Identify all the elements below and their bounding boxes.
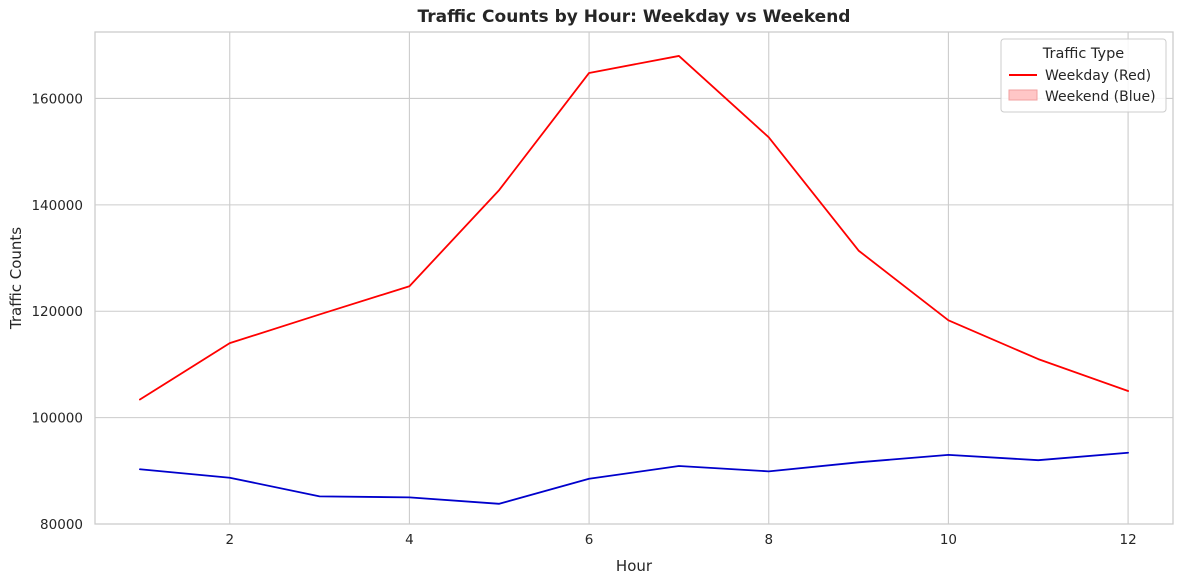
series-layer — [139, 55, 1129, 505]
x-tick-label: 12 — [1119, 532, 1136, 548]
plot-frame — [94, 31, 1174, 525]
legend-box — [1000, 38, 1167, 113]
x-tick-label: 2 — [225, 532, 234, 548]
legend-label-weekday: Weekday (Red) — [1045, 68, 1151, 84]
tick-labels: 2 4 6 8 10 12 80000 100000 120000 140000 160000 — [31, 91, 1136, 548]
x-tick-label: 6 — [585, 532, 594, 548]
y-tick-label: 100000 — [31, 411, 83, 427]
chart-title: Traffic Counts by Hour: Weekday vs Weeke… — [418, 7, 851, 27]
y-tick-label: 120000 — [31, 304, 83, 320]
y-tick-label: 140000 — [31, 198, 83, 214]
series-line-weekday — [139, 55, 1129, 401]
y-tick-label: 160000 — [31, 91, 83, 107]
legend-swatch-weekend — [1008, 89, 1038, 101]
x-axis-label: Hour — [616, 557, 653, 575]
legend-label-weekend: Weekend (Blue) — [1045, 89, 1156, 105]
y-tick-label: 80000 — [40, 517, 83, 533]
legend: Traffic Type Weekday (Red) Weekend (Blue… — [1000, 38, 1167, 113]
legend-title: Traffic Type — [1042, 46, 1125, 62]
y-axis-label: Traffic Counts — [7, 227, 25, 330]
x-tick-label: 4 — [405, 532, 414, 548]
x-tick-label: 8 — [764, 532, 773, 548]
series-line-weekend — [139, 451, 1129, 505]
x-tick-label: 10 — [940, 532, 957, 548]
